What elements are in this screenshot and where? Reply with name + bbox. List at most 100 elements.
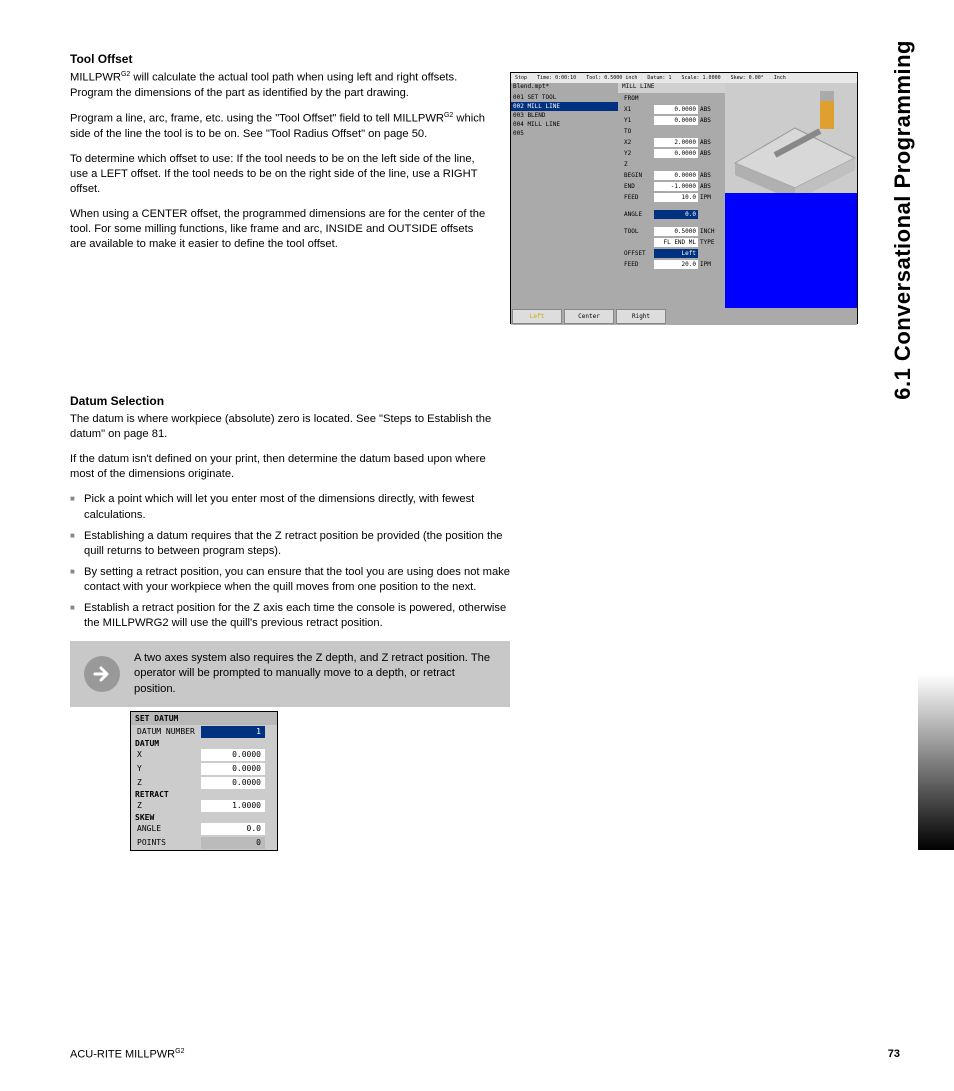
field-label: Z	[131, 778, 201, 787]
param-row: X22.0000ABS	[618, 137, 725, 148]
program-name: Blend.mpt*	[511, 83, 618, 93]
unit-label: IPM	[698, 194, 718, 201]
field-label: BEGIN	[618, 172, 654, 179]
param-value[interactable]: 0.0000	[654, 116, 698, 125]
param-row: FL END MLTYPE	[618, 237, 725, 248]
program-row[interactable]: 004 MILL LINE	[511, 120, 618, 129]
note-box: A two axes system also requires the Z de…	[70, 641, 510, 706]
param-row: FEED20.0IPM	[618, 259, 725, 270]
program-row[interactable]: 001 SET TOOL	[511, 93, 618, 102]
field-label: Z	[618, 161, 654, 168]
group-label: RETRACT	[131, 790, 277, 799]
skew-angle-field[interactable]: 0.0	[201, 823, 265, 835]
param-value[interactable]: 0.0000	[654, 149, 698, 158]
arrow-right-icon	[84, 656, 120, 692]
param-row: END-1.0000ABS	[618, 181, 725, 192]
param-row: TOOL0.5000INCH	[618, 226, 725, 237]
chapter-side-title: 6.1 Conversational Programming	[890, 40, 916, 400]
list-item: Establishing a datum requires that the Z…	[70, 529, 510, 559]
param-row: OFFSETLeft	[618, 248, 725, 259]
field-label: DATUM NUMBER	[131, 727, 201, 736]
section-title-datum: Datum Selection	[70, 394, 510, 408]
param-value[interactable]: FL END ML	[654, 238, 698, 247]
field-label: FROM	[618, 95, 654, 102]
paragraph: If the datum isn't defined on your print…	[70, 452, 510, 482]
datum-x-field[interactable]: 0.0000	[201, 749, 265, 761]
field-label: Z	[131, 801, 201, 810]
param-value[interactable]: 2.0000	[654, 138, 698, 147]
field-label: Y	[131, 764, 201, 773]
field-label: ANGLE	[131, 824, 201, 833]
param-value[interactable]: 0.0	[654, 210, 698, 219]
datum-z-field[interactable]: 0.0000	[201, 777, 265, 789]
list-item: By setting a retract position, you can e…	[70, 565, 510, 595]
field-label: OFFSET	[618, 250, 654, 257]
param-value[interactable]: Left	[654, 249, 698, 258]
param-row: FEED10.0IPM	[618, 192, 725, 203]
unit-label: INCH	[698, 228, 718, 235]
param-row: TO	[618, 126, 725, 137]
right-button[interactable]: Right	[616, 309, 666, 324]
program-row[interactable]: 005	[511, 129, 618, 138]
unit-label: ABS	[698, 183, 718, 190]
paragraph: To determine which offset to use: If the…	[70, 152, 490, 197]
field-label: Y2	[618, 150, 654, 157]
param-value[interactable]: 0.0000	[654, 171, 698, 180]
mill-line-header: MILL LINE	[618, 83, 725, 93]
unit-label: ABS	[698, 106, 718, 113]
unit-label: ABS	[698, 150, 718, 157]
left-button[interactable]: Left	[512, 309, 562, 324]
param-value[interactable]: 10.0	[654, 193, 698, 202]
paragraph: MILLPWRG2 will calculate the actual tool…	[70, 70, 490, 101]
section-title-tool-offset: Tool Offset	[70, 52, 490, 66]
center-button[interactable]: Center	[564, 309, 614, 324]
mill-line-screenshot: Stop Time: 0:00:10 Tool: 0.5000 inch Dat…	[510, 72, 858, 324]
list-item: Pick a point which will let you enter mo…	[70, 492, 510, 522]
page-number: 73	[888, 1048, 900, 1061]
unit-label: IPM	[698, 261, 718, 268]
field-label: FEED	[618, 261, 654, 268]
program-row[interactable]: 002 MILL LINE	[511, 102, 618, 111]
paragraph: Program a line, arc, frame, etc. using t…	[70, 111, 490, 142]
list-item: Establish a retract position for the Z a…	[70, 601, 510, 631]
param-value[interactable]: 0.0000	[654, 105, 698, 114]
field-label: X2	[618, 139, 654, 146]
param-row: ANGLE0.0	[618, 209, 725, 220]
field-label: FEED	[618, 194, 654, 201]
paragraph: The datum is where workpiece (absolute) …	[70, 412, 510, 442]
param-row: Y20.0000ABS	[618, 148, 725, 159]
set-datum-panel: SET DATUM DATUM NUMBER1 DATUM X0.0000 Y0…	[130, 711, 278, 851]
param-row: BEGIN0.0000ABS	[618, 170, 725, 181]
param-row: X10.0000ABS	[618, 104, 725, 115]
datum-number-field[interactable]: 1	[201, 726, 265, 738]
field-label: X	[131, 750, 201, 759]
field-label: POINTS	[131, 838, 201, 847]
field-label: END	[618, 183, 654, 190]
unit-label: TYPE	[698, 239, 718, 246]
field-label: TOOL	[618, 228, 654, 235]
skew-points-field: 0	[201, 837, 265, 849]
tool-render-view	[725, 83, 857, 193]
param-row: Z	[618, 159, 725, 170]
param-value[interactable]: 20.0	[654, 260, 698, 269]
field-label: Y1	[618, 117, 654, 124]
datum-panel-title: SET DATUM	[131, 712, 277, 725]
side-tab-gradient	[918, 50, 954, 850]
render-bottom-view	[725, 193, 857, 308]
retract-z-field[interactable]: 1.0000	[201, 800, 265, 812]
note-text: A two axes system also requires the Z de…	[134, 651, 498, 696]
param-row: Y10.0000ABS	[618, 115, 725, 126]
param-value[interactable]: 0.5000	[654, 227, 698, 236]
field-label: X1	[618, 106, 654, 113]
field-label: ANGLE	[618, 211, 654, 218]
datum-y-field[interactable]: 0.0000	[201, 763, 265, 775]
screenshot-topbar: Stop Time: 0:00:10 Tool: 0.5000 inch Dat…	[511, 73, 857, 83]
group-label: DATUM	[131, 739, 277, 748]
param-value[interactable]: -1.0000	[654, 182, 698, 191]
datum-bullets: Pick a point which will let you enter mo…	[70, 492, 510, 631]
unit-label: ABS	[698, 139, 718, 146]
unit-label: ABS	[698, 117, 718, 124]
group-label: SKEW	[131, 813, 277, 822]
field-label: TO	[618, 128, 654, 135]
program-row[interactable]: 003 BLEND	[511, 111, 618, 120]
